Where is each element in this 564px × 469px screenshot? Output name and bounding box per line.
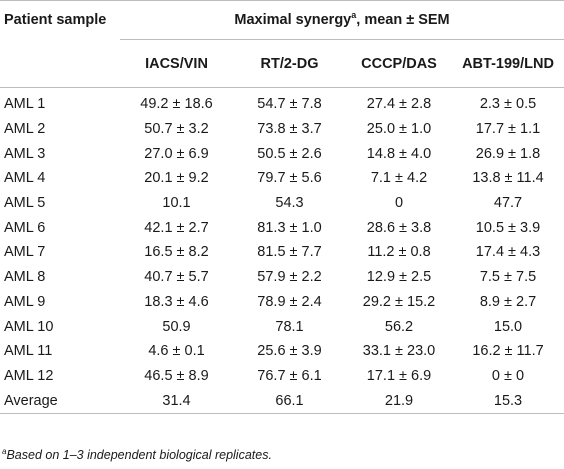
column-header: RT/2-DG xyxy=(233,39,346,88)
table-cell: 54.7 ± 7.8 xyxy=(257,96,322,113)
table-cell: 46.5 ± 8.9 xyxy=(144,367,209,384)
row-label: AML 9 xyxy=(4,293,46,310)
table-cell: 8.9 ± 2.7 xyxy=(479,293,537,310)
row-label: AML 12 xyxy=(4,367,54,384)
maximal-synergy-label: Maximal synergy xyxy=(234,12,352,28)
synergy-table-container: Patient sample Maximal synergya, mean ± … xyxy=(0,0,564,414)
table-cell: 17.4 ± 4.3 xyxy=(475,244,541,261)
table-row: AML 9 18.3 ± 4.6 78.9 ± 2.4 29.2 ± 15.2 … xyxy=(0,290,564,315)
table-row: AML 7 16.5 ± 8.2 81.5 ± 7.7 11.2 ± 0.8 1… xyxy=(0,240,564,265)
footnote-marker: a xyxy=(2,446,7,456)
table-cell: 4.6 ± 0.1 xyxy=(148,343,205,360)
table-cell: 29.2 ± 15.2 xyxy=(362,293,436,310)
header-row-columns: IACS/VIN RT/2-DG CCCP/DAS ABT-199/LND xyxy=(0,39,564,88)
row-label: AML 7 xyxy=(4,244,46,261)
row-label: AML 2 xyxy=(4,121,46,138)
table-cell: 16.2 ± 11.7 xyxy=(472,343,544,360)
table-cell: 57.9 ± 2.2 xyxy=(257,269,322,286)
row-label: AML 6 xyxy=(4,219,46,236)
table-row-average: Average 31.4 66.1 21.9 15.3 xyxy=(0,388,564,414)
table-cell: 15.3 xyxy=(452,388,564,414)
table-cell: 27.4 ± 2.8 xyxy=(366,96,432,113)
table-cell: 13.8 ± 11.4 xyxy=(472,170,544,187)
column-header: ABT-199/LND xyxy=(452,39,564,88)
maximal-synergy-header: Maximal synergya, mean ± SEM xyxy=(120,0,564,40)
table-cell: 31.4 xyxy=(120,388,233,414)
table-cell: 79.7 ± 5.6 xyxy=(257,170,322,187)
table-cell: 25.0 ± 1.0 xyxy=(366,121,432,138)
table-cell: 33.1 ± 23.0 xyxy=(362,343,436,360)
table-cell: 25.6 ± 3.9 xyxy=(257,343,322,360)
table-cell: 50.9 xyxy=(162,318,191,335)
table-row: AML 3 27.0 ± 6.9 50.5 ± 2.6 14.8 ± 4.0 2… xyxy=(0,141,564,166)
table-row: AML 5 10.1 54.3 0 47.7 xyxy=(0,191,564,216)
row-label: AML 10 xyxy=(4,318,54,335)
table-cell: 10.1 xyxy=(162,195,191,212)
table-cell: 81.5 ± 7.7 xyxy=(257,244,322,261)
table-cell: 17.1 ± 6.9 xyxy=(366,367,432,384)
row-label: AML 1 xyxy=(4,96,46,113)
column-header: CCCP/DAS xyxy=(346,39,452,88)
table-cell: 28.6 ± 3.8 xyxy=(366,219,432,236)
table-cell: 42.1 ± 2.7 xyxy=(144,219,209,236)
table-cell: 50.7 ± 3.2 xyxy=(144,121,209,138)
row-label: AML 5 xyxy=(4,195,46,212)
table-row: AML 11 4.6 ± 0.1 25.6 ± 3.9 33.1 ± 23.0 … xyxy=(0,339,564,364)
table-cell: 81.3 ± 1.0 xyxy=(257,219,322,236)
table-header: Patient sample Maximal synergya, mean ± … xyxy=(0,0,564,88)
table-cell: 73.8 ± 3.7 xyxy=(257,121,322,138)
maximal-synergy-suffix: , mean ± SEM xyxy=(356,12,450,28)
row-label: AML 11 xyxy=(4,343,53,360)
blank-header-cell xyxy=(0,39,120,88)
table-row: AML 10 50.9 78.1 56.2 15.0 xyxy=(0,314,564,339)
table-cell: 18.3 ± 4.6 xyxy=(144,293,209,310)
table-cell: 26.9 ± 1.8 xyxy=(475,145,541,162)
table-row: AML 6 42.1 ± 2.7 81.3 ± 1.0 28.6 ± 3.8 1… xyxy=(0,215,564,240)
table-cell: 40.7 ± 5.7 xyxy=(144,269,209,286)
footnote-marker: a xyxy=(351,10,357,21)
synergy-table: Patient sample Maximal synergya, mean ± … xyxy=(0,0,564,414)
table-cell: 16.5 ± 8.2 xyxy=(144,244,209,261)
table-cell: 2.3 ± 0.5 xyxy=(479,96,537,113)
table-cell: 12.9 ± 2.5 xyxy=(366,269,432,286)
table-cell: 78.9 ± 2.4 xyxy=(257,293,322,310)
table-cell: 49.2 ± 18.6 xyxy=(140,96,213,113)
row-label: AML 8 xyxy=(4,269,46,286)
row-label: Average xyxy=(0,388,120,414)
table-row: AML 4 20.1 ± 9.2 79.7 ± 5.6 7.1 ± 4.2 13… xyxy=(0,166,564,191)
table-row: AML 2 50.7 ± 3.2 73.8 ± 3.7 25.0 ± 1.0 1… xyxy=(0,117,564,142)
table-cell: 50.5 ± 2.6 xyxy=(257,145,322,162)
table-body: AML 1 49.2 ± 18.6 54.7 ± 7.8 27.4 ± 2.8 … xyxy=(0,88,564,414)
table-cell: 20.1 ± 9.2 xyxy=(144,170,209,187)
table-cell: 0 xyxy=(394,195,404,212)
table-cell: 17.7 ± 1.1 xyxy=(475,121,541,138)
table-cell: 76.7 ± 6.1 xyxy=(257,367,322,384)
header-row-group: Patient sample Maximal synergya, mean ± … xyxy=(0,0,564,40)
table-footnote: aBased on 1–3 independent biological rep… xyxy=(2,446,272,462)
table-row: AML 1 49.2 ± 18.6 54.7 ± 7.8 27.4 ± 2.8 … xyxy=(0,88,564,117)
table-cell: 27.0 ± 6.9 xyxy=(144,145,209,162)
row-label: AML 3 xyxy=(4,145,46,162)
table-cell: 11.2 ± 0.8 xyxy=(367,244,431,261)
table-cell: 7.1 ± 4.2 xyxy=(370,170,428,187)
patient-sample-header: Patient sample xyxy=(0,0,120,40)
table-cell: 47.7 xyxy=(493,195,523,212)
table-cell: 56.2 xyxy=(384,318,414,335)
table-cell: 10.5 ± 3.9 xyxy=(475,219,541,236)
table-row: AML 12 46.5 ± 8.9 76.7 ± 6.1 17.1 ± 6.9 … xyxy=(0,364,564,389)
footnote-text: Based on 1–3 independent biological repl… xyxy=(6,448,272,462)
table-cell: 21.9 xyxy=(346,388,452,414)
table-cell: 14.8 ± 4.0 xyxy=(366,145,432,162)
table-cell: 0 ± 0 xyxy=(491,367,525,384)
column-header: IACS/VIN xyxy=(120,39,233,88)
table-cell: 78.1 xyxy=(275,318,304,335)
table-cell: 54.3 xyxy=(275,195,304,212)
table-row: AML 8 40.7 ± 5.7 57.9 ± 2.2 12.9 ± 2.5 7… xyxy=(0,265,564,290)
table-cell: 66.1 xyxy=(233,388,346,414)
table-cell: 7.5 ± 7.5 xyxy=(479,269,537,286)
table-cell: 15.0 xyxy=(493,318,523,335)
row-label: AML 4 xyxy=(4,170,46,187)
